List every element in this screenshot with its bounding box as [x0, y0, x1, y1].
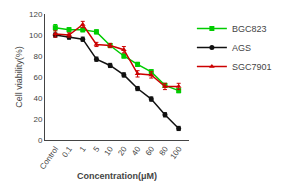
svg-text:5: 5	[91, 144, 101, 153]
svg-text:Concentration(μM): Concentration(μM)	[77, 171, 157, 181]
svg-text:AGS: AGS	[232, 43, 251, 53]
svg-text:120: 120	[29, 10, 43, 19]
svg-text:80: 80	[157, 144, 170, 157]
svg-text:40: 40	[33, 94, 42, 103]
svg-text:40: 40	[130, 144, 143, 157]
svg-text:60: 60	[33, 73, 42, 82]
svg-text:BGC823: BGC823	[232, 24, 267, 34]
svg-text:10: 10	[103, 144, 116, 157]
svg-text:20: 20	[33, 115, 42, 124]
svg-text:80: 80	[33, 52, 42, 61]
svg-text:1: 1	[78, 144, 88, 153]
svg-text:SGC7901: SGC7901	[232, 62, 272, 72]
svg-text:20: 20	[116, 144, 129, 157]
svg-text:0: 0	[38, 136, 43, 145]
svg-text:0.1: 0.1	[60, 144, 74, 159]
svg-text:100: 100	[29, 31, 43, 40]
svg-text:Cell viability(%): Cell viability(%)	[14, 46, 24, 108]
svg-text:60: 60	[144, 144, 157, 157]
svg-text:Control: Control	[38, 145, 60, 171]
svg-text:100: 100	[169, 144, 184, 161]
